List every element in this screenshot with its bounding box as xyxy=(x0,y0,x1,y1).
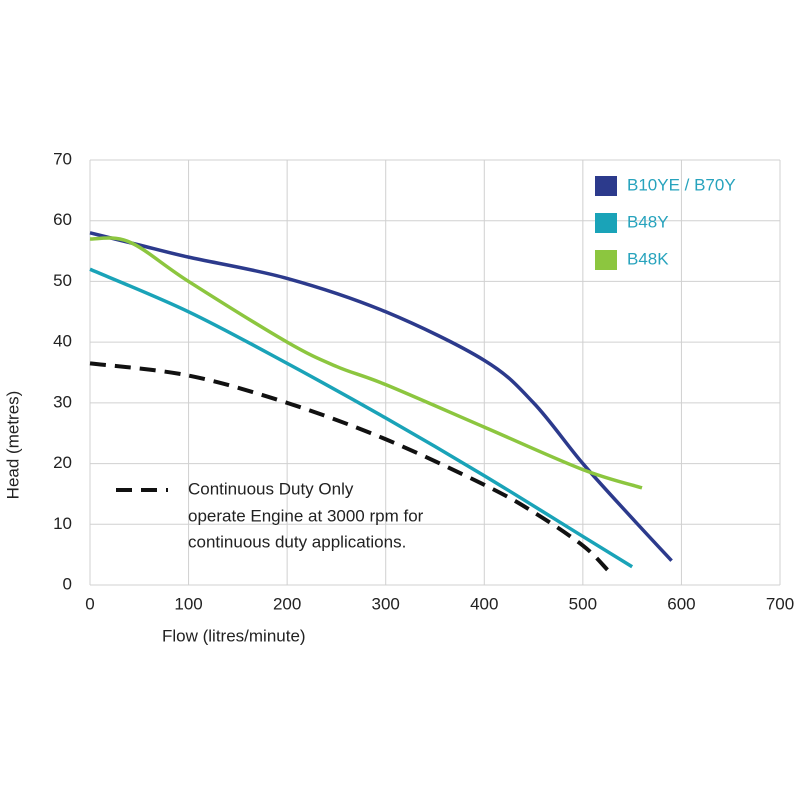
series-line xyxy=(89,231,673,562)
y-tick-label: 30 xyxy=(53,392,72,411)
legend-swatch xyxy=(595,213,617,233)
x-tick-label: 100 xyxy=(174,594,202,613)
series-line xyxy=(89,361,609,572)
y-tick-label: 70 xyxy=(53,149,72,168)
legend-swatch xyxy=(595,250,617,270)
y-tick-label: 10 xyxy=(53,514,72,533)
legend-label: B48Y xyxy=(627,212,669,231)
legend-label: B10YE / B70Y xyxy=(627,175,736,194)
annotation: continuous duty applications. xyxy=(188,532,406,551)
y-tick-label: 50 xyxy=(53,271,72,290)
series-line xyxy=(89,267,634,569)
x-tick-label: 300 xyxy=(372,594,400,613)
x-tick-label: 700 xyxy=(766,594,794,613)
x-tick-label: 0 xyxy=(85,594,94,613)
y-axis-label: Head (metres) xyxy=(3,391,22,500)
series-line xyxy=(89,236,643,490)
x-tick-label: 600 xyxy=(667,594,695,613)
x-tick-label: 200 xyxy=(273,594,301,613)
y-tick-label: 20 xyxy=(53,453,72,472)
y-tick-label: 60 xyxy=(53,210,72,229)
y-tick-label: 40 xyxy=(53,332,72,351)
legend-swatch xyxy=(595,176,617,196)
x-axis-label: Flow (litres/minute) xyxy=(162,626,306,645)
x-tick-label: 500 xyxy=(569,594,597,613)
annotation: Continuous Duty Only xyxy=(188,479,354,498)
legend-label: B48K xyxy=(627,249,669,268)
annotation: operate Engine at 3000 rpm for xyxy=(188,506,424,525)
x-tick-label: 400 xyxy=(470,594,498,613)
y-tick-label: 0 xyxy=(63,574,72,593)
